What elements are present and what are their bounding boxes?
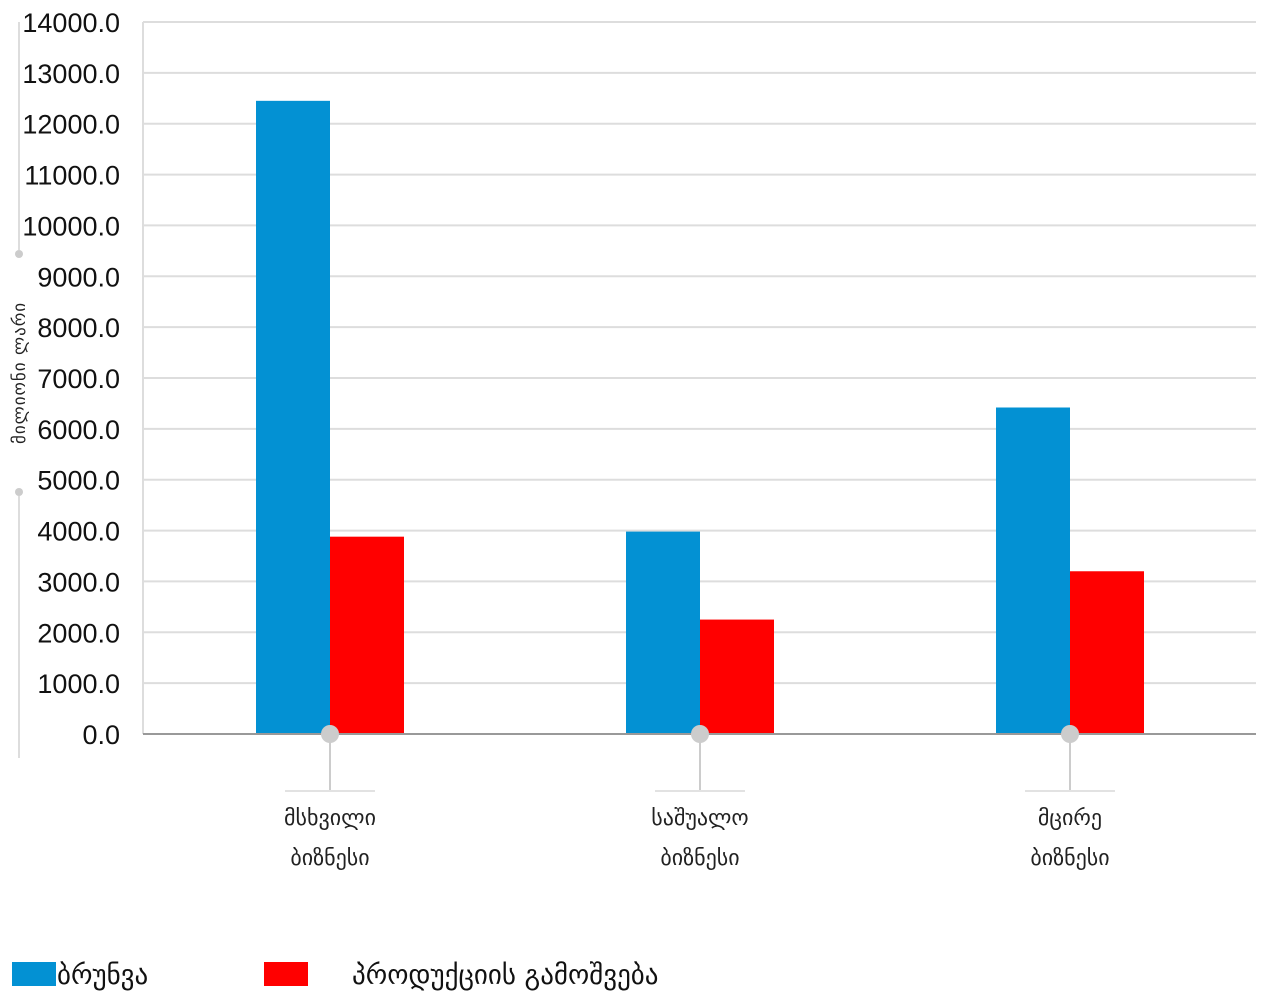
y-tick-label: 6000.0 (37, 415, 120, 445)
bar-turnover-1 (256, 100, 330, 735)
legend-label-turnover: ბრუნვა (57, 960, 148, 991)
category-marker (321, 725, 339, 743)
y-tick-label: 13000.0 (22, 59, 120, 89)
y-tick-label: 1000.0 (37, 669, 120, 699)
x-category-label: საშუალო (651, 806, 748, 831)
x-category-label: ბიზნესი (660, 846, 739, 871)
y-tick-label: 0.0 (82, 720, 120, 750)
x-category-label: ბიზნესი (290, 846, 369, 871)
legend-swatch-production (264, 962, 308, 986)
y-tick-label: 8000.0 (37, 313, 120, 343)
ylabel-dot-bottom (15, 488, 23, 496)
bar-production-3 (1070, 571, 1144, 734)
y-tick-label: 14000.0 (22, 8, 120, 38)
y-tick-label: 9000.0 (37, 262, 120, 292)
y-tick-label: 3000.0 (37, 567, 120, 597)
y-tick-label: 4000.0 (37, 517, 120, 547)
x-category-label: ბიზნესი (1030, 846, 1109, 871)
x-category-label: მსხვილი (284, 806, 376, 831)
category-marker (1061, 725, 1079, 743)
bar-production-1 (330, 536, 404, 734)
category-marker (691, 725, 709, 743)
y-tick-label: 7000.0 (37, 364, 120, 394)
ylabel-dot-top (15, 250, 23, 258)
legend-swatch-turnover (12, 962, 56, 986)
bar-turnover-2 (626, 531, 700, 734)
y-tick-label: 12000.0 (22, 110, 120, 140)
x-category-label: მცირე (1038, 806, 1102, 831)
y-tick-label: 11000.0 (24, 161, 120, 191)
y-tick-label: 5000.0 (37, 466, 120, 496)
y-tick-label: 2000.0 (37, 618, 120, 648)
y-tick-label: 10000.0 (22, 211, 120, 241)
legend-label-production: პროდუქციის გამოშვება (352, 960, 658, 991)
y-axis-title: მილიონი ლარი (10, 302, 30, 444)
bar-production-2 (700, 619, 774, 734)
bar-turnover-3 (996, 407, 1070, 734)
